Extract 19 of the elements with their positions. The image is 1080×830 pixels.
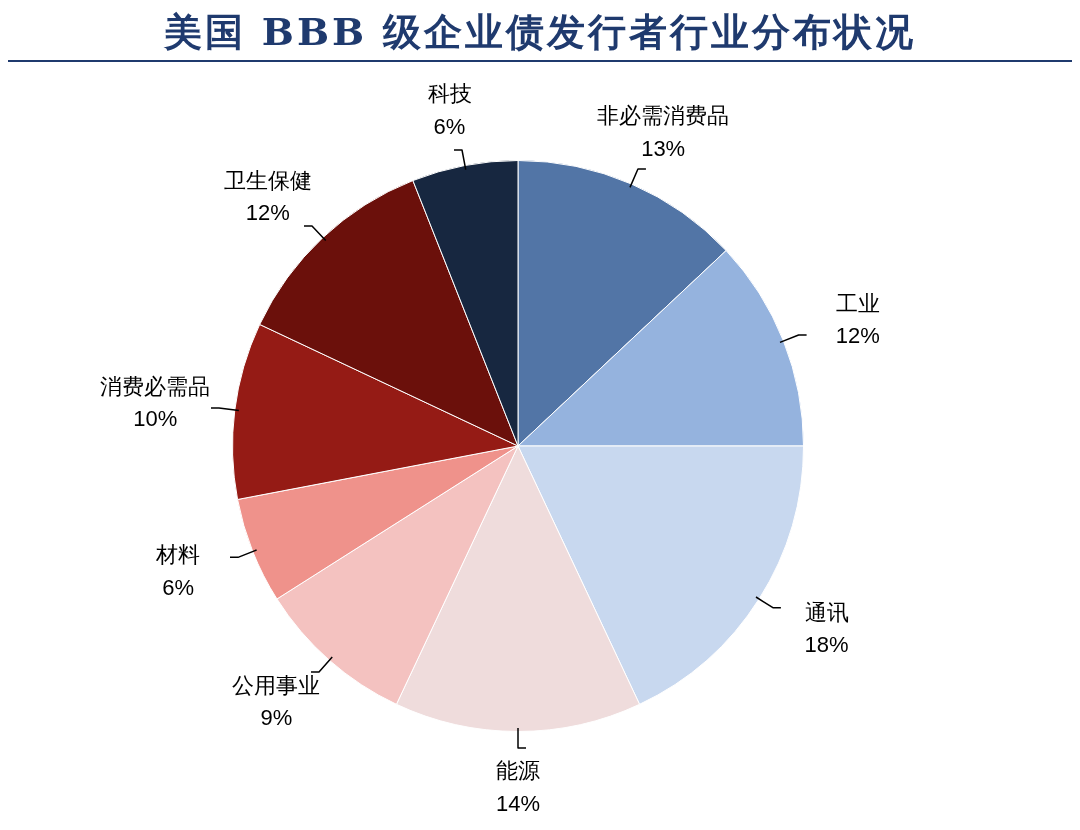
slice-label: 工业	[835, 291, 880, 316]
slice-label: 非必需消费品	[597, 103, 730, 129]
data-label: 12%	[245, 200, 290, 226]
data-label: 12%	[835, 323, 880, 349]
data-label: 18%	[804, 632, 849, 658]
chart-title: 美国 BBB 级企业债发行者行业分布状况	[162, 8, 918, 56]
slice-label: 消费必需品	[100, 373, 211, 399]
slice-label: 科技	[427, 81, 472, 107]
data-label: 9%	[260, 705, 293, 731]
data-label: 6%	[162, 574, 195, 600]
data-label: 14%	[495, 790, 541, 816]
slice-label: 通讯	[804, 599, 849, 625]
data-label: 6%	[433, 113, 466, 139]
slice-label: 卫生保健	[223, 167, 312, 193]
slice-label: 能源	[496, 758, 540, 784]
data-label: 10%	[133, 406, 178, 432]
data-label: 13%	[641, 135, 686, 161]
slice-label: 材料	[155, 542, 201, 568]
slice-label: 公用事业	[232, 672, 321, 698]
